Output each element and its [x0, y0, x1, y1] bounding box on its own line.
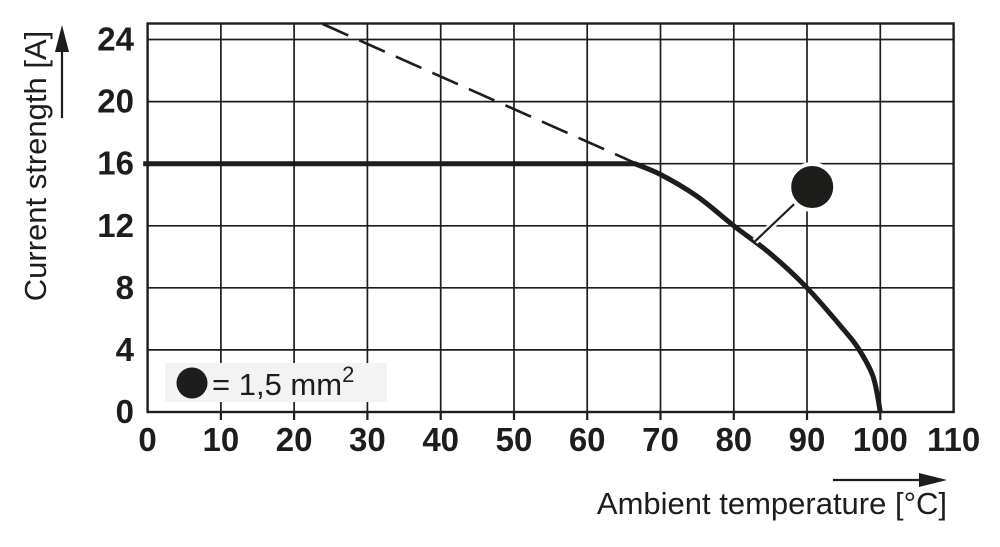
- x-tick-label: 80: [715, 421, 752, 458]
- x-axis-arrow-icon: [833, 473, 947, 487]
- legend-text: = 1,5 mm2: [212, 362, 354, 402]
- x-axis-title: Ambient temperature [°C]: [597, 486, 947, 521]
- callout-number: 1: [800, 162, 825, 213]
- x-tick-label: 20: [276, 421, 313, 458]
- axis-tick-layer: 0 10 20 30 40 50 60 70 80 90 100 110 0 4 8 12 16 20 24: [97, 21, 980, 459]
- callout-circle: [787, 162, 838, 212]
- callout-layer: 1: [752, 162, 838, 244]
- x-tick-label: 60: [569, 421, 606, 458]
- series-linear-derating-limit: [322, 22, 636, 165]
- y-tick-label: 4: [116, 331, 135, 368]
- x-tick-label: 70: [642, 421, 679, 458]
- legend-marker-circle: [176, 367, 208, 399]
- y-tick-label: 0: [116, 393, 134, 430]
- x-tick-label: 0: [138, 421, 156, 458]
- plot-border: [146, 22, 955, 414]
- legend-marker-number: 1: [186, 371, 198, 396]
- legend: 1 = 1,5 mm2: [165, 362, 387, 402]
- x-tick-label: 30: [349, 421, 386, 458]
- y-tick-label: 16: [97, 145, 134, 182]
- grid-layer: [146, 22, 955, 414]
- y-axis-title: Current strength [A]: [18, 31, 53, 302]
- y-tick-label: 12: [97, 207, 134, 244]
- y-axis-arrow-icon: [55, 25, 69, 118]
- series-layer: [143, 22, 883, 413]
- x-tick-label: 50: [496, 421, 533, 458]
- y-tick-label: 20: [97, 83, 134, 120]
- x-tick-label: 100: [853, 421, 908, 458]
- y-tick-label: 24: [97, 21, 134, 58]
- x-tick-label: 40: [422, 421, 459, 458]
- x-tick-label: 10: [203, 421, 240, 458]
- series-derating-curve-1_5mm2: [143, 161, 883, 413]
- x-tick-label: 90: [789, 421, 826, 458]
- y-tick-label: 8: [116, 269, 134, 306]
- x-tick-label: 110: [927, 421, 980, 458]
